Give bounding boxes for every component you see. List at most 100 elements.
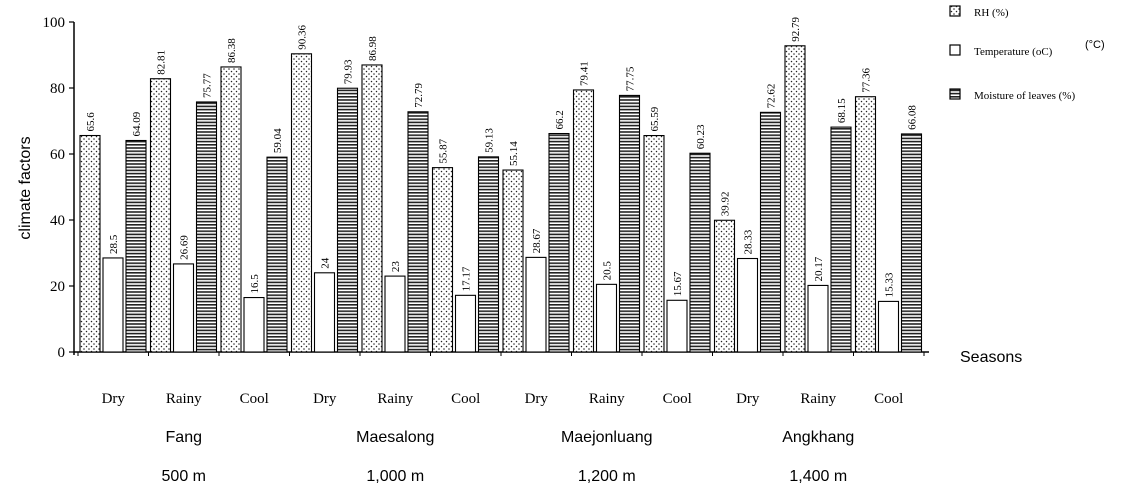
group-elevation-label: 1,000 m [366, 468, 424, 485]
data-labels: 65.6 82.81 86.38 90.36 86.98 55.87 55.14 79.41 6… [85, 17, 919, 298]
data-label: 64.09 [131, 111, 143, 136]
legend-unit-label: (°C) [1085, 39, 1105, 51]
bar-hstripes [900, 133, 923, 353]
x-axis-title: Seasons [960, 349, 1022, 366]
bar-dots [149, 78, 172, 353]
data-label: 55.87 [438, 138, 450, 163]
bar-hstripes [689, 152, 711, 353]
bar-plain [807, 284, 829, 353]
data-label: 75.77 [202, 73, 214, 98]
x-tick-label: Dry [736, 391, 760, 407]
bar-hstripes [618, 94, 641, 353]
bar-dots [220, 66, 242, 353]
bar-plain [172, 263, 195, 353]
group-label: Fang [166, 429, 202, 446]
data-label: 65.59 [649, 106, 661, 131]
data-label: 72.62 [766, 84, 778, 109]
bar-dots [854, 96, 877, 353]
data-label: 68.15 [836, 98, 848, 123]
bar-dots [79, 134, 101, 353]
bar-plain [313, 272, 336, 353]
x-axis: Dry Rainy Cool Dry Rainy Cool Dry Rainy Cool Dry R… [74, 351, 929, 485]
y-axis-title: climate factors [17, 136, 34, 239]
y-tick-label: 60 [50, 147, 65, 163]
bar-plain [877, 300, 900, 353]
data-label: 20.17 [813, 256, 825, 281]
data-label: 55.14 [508, 141, 520, 166]
data-label: 82.81 [156, 50, 168, 75]
data-label: 15.33 [884, 272, 896, 297]
group-elevation-label: 1,200 m [578, 468, 636, 485]
bar-hstripes [548, 132, 570, 353]
bar-plain [384, 275, 406, 353]
bar-dots [361, 64, 383, 353]
bar-plain [736, 257, 759, 353]
x-tick-label: Cool [663, 391, 692, 407]
data-label: 66.08 [907, 105, 919, 130]
group-label: Maejonluang [561, 429, 653, 446]
data-label: 28.67 [531, 228, 543, 253]
y-tick-label: 40 [50, 213, 65, 229]
legend-label: RH (%) [974, 7, 1009, 19]
group-elevation-label: 1,400 m [789, 468, 847, 485]
legend-swatch [949, 88, 961, 100]
bar-hstripes [195, 101, 218, 353]
bar-plain [525, 256, 547, 353]
y-tick-label: 20 [50, 279, 65, 295]
bar-hstripes [477, 156, 500, 353]
data-label: 86.38 [226, 38, 238, 63]
group-elevation-label: 500 m [162, 468, 206, 485]
data-label: 79.41 [579, 61, 591, 86]
x-tick-label: Dry [525, 391, 549, 407]
legend-swatch [949, 5, 961, 17]
data-label: 59.04 [272, 128, 284, 153]
bar-dots [643, 135, 665, 353]
bar-hstripes [125, 139, 147, 353]
data-label: 23 [390, 261, 402, 273]
x-tick-label: Rainy [800, 391, 836, 407]
data-label: 92.79 [790, 17, 802, 42]
data-label: 65.6 [85, 112, 97, 132]
data-label: 28.5 [108, 234, 120, 254]
x-tick-label: Cool [451, 391, 480, 407]
data-label: 72.79 [413, 83, 425, 108]
data-label: 79.93 [343, 59, 355, 84]
data-label: 15.67 [672, 271, 684, 296]
x-tick-label: Rainy [166, 391, 202, 407]
bar-dots [784, 45, 806, 353]
data-label: 90.36 [297, 25, 309, 50]
y-axis: 0 20 40 60 80 100 [43, 15, 75, 361]
y-tick-label: 0 [58, 345, 66, 361]
bar-dots [290, 53, 313, 353]
bar-hstripes [336, 87, 359, 353]
bar-plain [666, 299, 688, 353]
data-label: 59.13 [484, 128, 496, 153]
x-tick-label: Dry [313, 391, 337, 407]
bar-dots [431, 167, 454, 353]
data-label: 66.2 [554, 110, 566, 129]
bar-plain [243, 296, 265, 353]
x-tick-label: Dry [102, 391, 126, 407]
legend: RH (%) Temperature (oC) (°C) Moisture of le… [949, 5, 1105, 102]
bar-hstripes [830, 126, 852, 353]
x-tick-label: Cool [240, 391, 269, 407]
data-label: 20.5 [602, 261, 614, 281]
bar-dots [502, 169, 524, 353]
group-label: Maesalong [356, 429, 434, 446]
bar-plain [595, 283, 618, 353]
y-tick-label: 100 [43, 15, 66, 31]
x-tick-label: Rainy [377, 391, 413, 407]
bar-dots [713, 219, 736, 353]
bar-hstripes [759, 111, 782, 353]
data-label: 77.75 [625, 66, 637, 91]
legend-swatch [949, 44, 961, 56]
bar-plain [454, 294, 477, 353]
x-tick-label: Cool [874, 391, 903, 407]
bar-hstripes [407, 111, 429, 353]
legend-label: Moisture of leaves (%) [974, 90, 1075, 102]
data-label: 77.36 [861, 67, 873, 92]
data-label: 24 [320, 257, 332, 269]
data-label: 60.23 [695, 124, 707, 149]
group-label: Angkhang [782, 429, 854, 446]
